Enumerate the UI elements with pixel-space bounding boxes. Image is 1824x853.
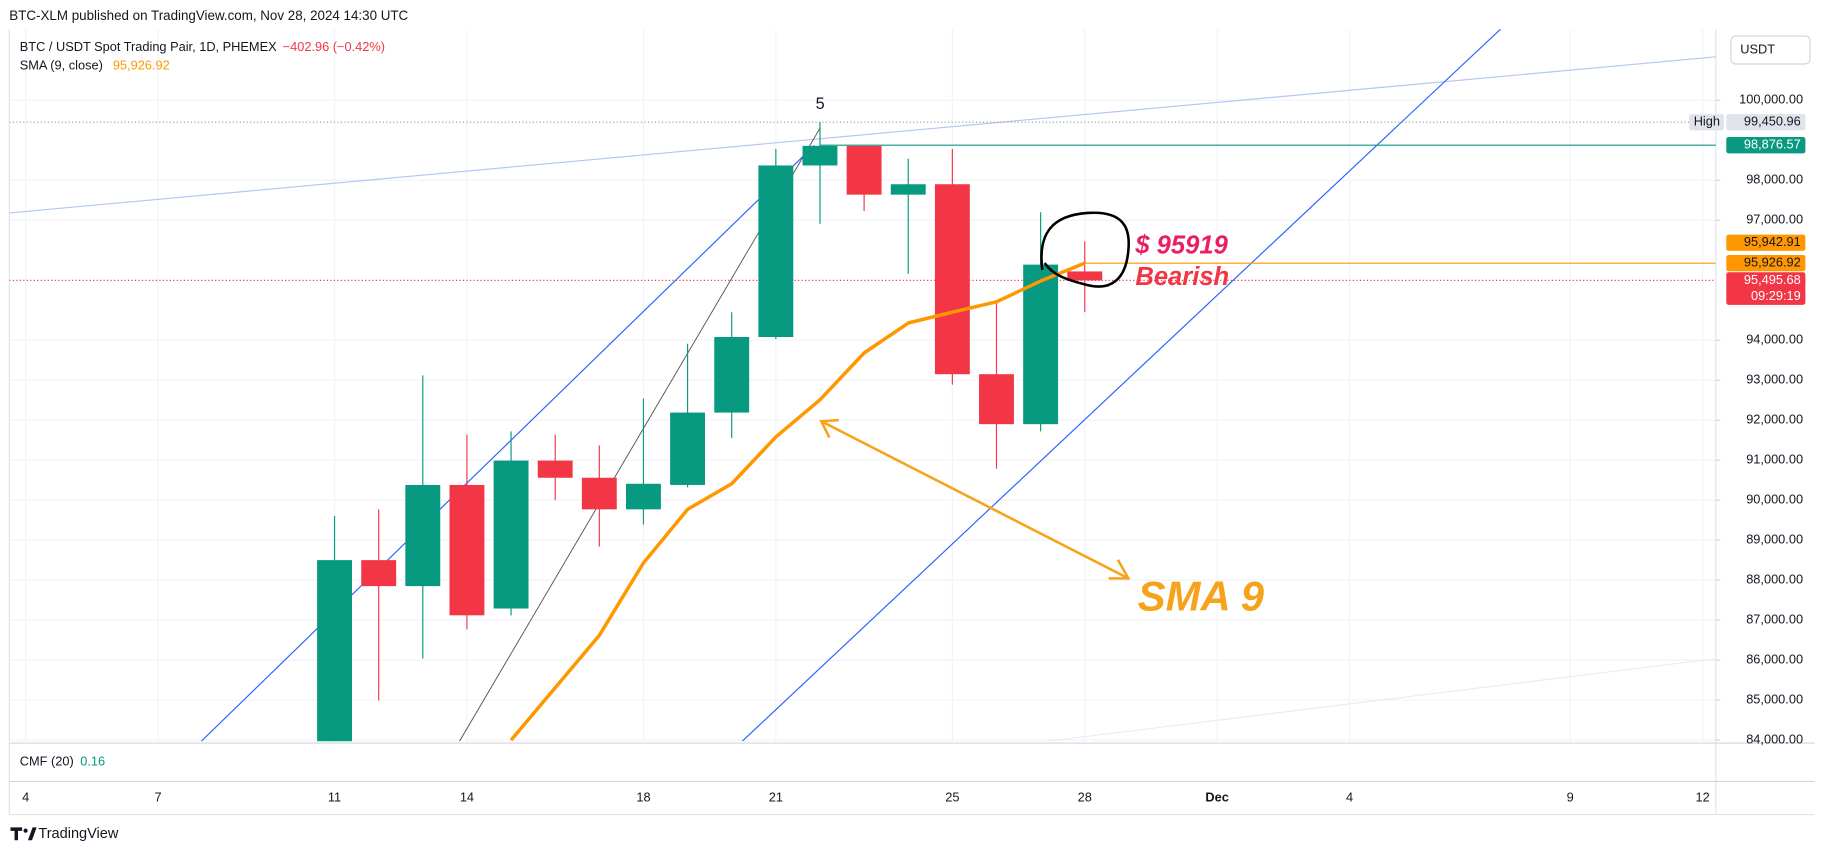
brand-logo	[10, 827, 37, 841]
price-tag	[1726, 255, 1806, 272]
currency-box[interactable]	[1730, 35, 1811, 65]
price-tag-label: 95,495.68	[1744, 272, 1801, 287]
x-tick-label: 25	[945, 790, 959, 805]
candle-body	[714, 337, 750, 413]
candle-body	[317, 560, 352, 742]
x-tick-label: 14	[460, 790, 474, 805]
sma-legend: SMA (9, close)	[20, 58, 103, 73]
y-tick-label: 97,000.00	[1746, 212, 1803, 227]
x-tick-label: Dec	[1205, 790, 1228, 805]
annotation: Bearish	[1135, 263, 1229, 291]
price-tag	[1726, 137, 1806, 154]
indicator: CMF (20)	[20, 754, 74, 769]
arrow-head	[1108, 559, 1131, 580]
y-tick-label: 88,000.00	[1746, 572, 1803, 587]
arrow	[820, 420, 1129, 580]
candle-body	[979, 374, 1014, 425]
y-tick-label: 86,000.00	[1746, 651, 1803, 666]
y-tick-label: 89,000.00	[1746, 532, 1803, 547]
candle-body	[846, 145, 882, 195]
currency[interactable]: USDT	[1740, 41, 1775, 56]
candle-body	[493, 460, 529, 609]
y-tick-label: 92,000.00	[1746, 412, 1803, 427]
y-tick-label: 85,000.00	[1746, 691, 1803, 706]
candle-body	[758, 165, 794, 338]
price-tag-label: 95,926.92	[1744, 255, 1801, 270]
x-tick-label: 12	[1695, 790, 1709, 805]
price-tag-title-box	[1689, 114, 1724, 131]
price-tag-label: 98,876.57	[1744, 137, 1801, 152]
brand: TradingView	[38, 826, 118, 842]
candle-body	[670, 412, 706, 485]
attribution: BTC-XLM published on TradingView.com, No…	[9, 8, 408, 23]
y-tick-label: 87,000.00	[1746, 611, 1803, 626]
candle-body	[890, 184, 926, 195]
candle-body	[361, 560, 397, 587]
trend-line	[1046, 658, 1716, 742]
price-tag-label: 99,450.96	[1744, 114, 1801, 129]
y-tick-label: 94,000.00	[1746, 332, 1803, 347]
y-tick-label: 100,000.00	[1739, 92, 1803, 107]
price-tag-title: High	[1694, 114, 1720, 129]
y-tick-label: 98,000.00	[1746, 172, 1803, 187]
sma-legend-value: 95,926.92	[113, 58, 170, 73]
sma-line	[509, 261, 1086, 742]
y-tick-label: 84,000.00	[1746, 731, 1803, 746]
x-tick-label: 11	[328, 790, 341, 805]
y-tick-label: 91,000.00	[1746, 452, 1803, 467]
trend-line	[741, 29, 1502, 742]
symbol-title: BTC / USDT Spot Trading Pair, 1D, PHEMEX	[20, 39, 277, 54]
annotation: $ 95919	[1134, 231, 1228, 259]
candle-body	[802, 145, 838, 166]
x-tick-label: 18	[636, 790, 650, 805]
y-tick-label: 93,000.00	[1746, 372, 1803, 387]
candle-body	[1023, 264, 1059, 425]
x-tick-label: 9	[1567, 790, 1574, 805]
x-tick-label: 4	[22, 790, 29, 805]
price-change: −402.96 (−0.42%)	[283, 39, 385, 54]
grid	[9, 29, 1716, 742]
trend-line	[200, 145, 815, 742]
countdown: 09:29:19	[1751, 288, 1801, 303]
y-tick-label: 90,000.00	[1746, 492, 1803, 507]
wave-label: 5	[816, 95, 825, 113]
hand-drawn-loop	[1040, 211, 1131, 288]
x-tick-label: 7	[154, 790, 161, 805]
x-tick-label: 21	[769, 790, 783, 805]
x-tick-label: 4	[1346, 790, 1353, 805]
candle-body	[1067, 271, 1103, 281]
candle-body	[405, 484, 441, 587]
candle-body	[934, 184, 970, 375]
price-tag	[1726, 234, 1806, 251]
candle-body	[449, 484, 485, 616]
trend-line	[9, 56, 1716, 214]
x-tick-label: 28	[1078, 790, 1092, 805]
indicator-value: 0.16	[80, 754, 105, 769]
price-tag	[1726, 272, 1806, 305]
drawings	[9, 29, 1716, 742]
arrow-head	[819, 418, 839, 439]
plot	[9, 121, 1716, 742]
annotation: SMA 9	[1138, 572, 1265, 619]
candle-body	[626, 483, 661, 510]
candle-body	[581, 477, 617, 510]
candle-body	[537, 460, 573, 478]
price-tag	[1726, 114, 1806, 131]
price-tag-label: 95,942.91	[1744, 234, 1801, 249]
